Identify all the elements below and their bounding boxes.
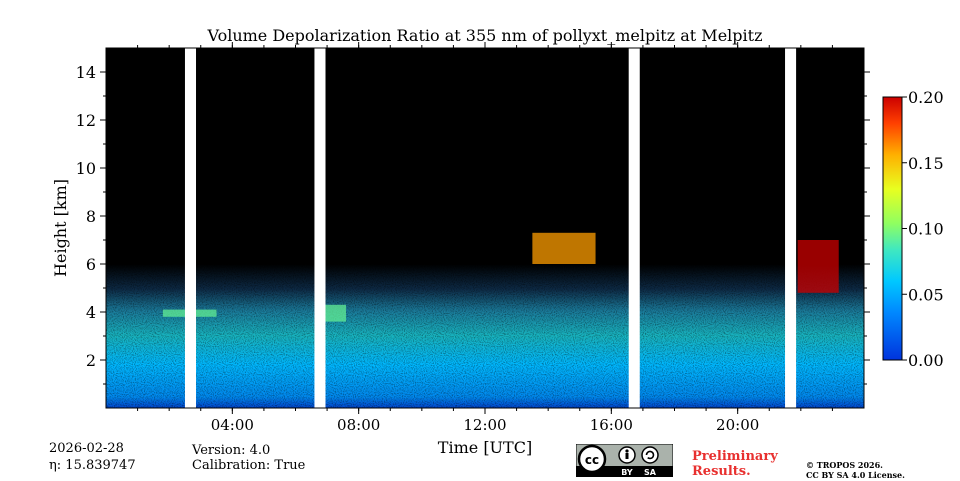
copyright-notice: © TROPOS 2026. CC BY SA 4.0 License. bbox=[806, 460, 905, 480]
by-text: BY bbox=[621, 468, 633, 477]
colorbar-tick-label: 0.15 bbox=[908, 154, 944, 173]
cc-icon bbox=[577, 444, 607, 474]
y-tick-label: 4 bbox=[86, 303, 96, 322]
eta-label: η: 15.839747 bbox=[49, 458, 136, 473]
cc-text: cc bbox=[585, 453, 599, 467]
preliminary-line-1: Preliminary bbox=[692, 449, 778, 464]
preliminary-line-2: Results. bbox=[692, 464, 751, 479]
colorbar-tick-label: 0.10 bbox=[908, 220, 944, 239]
cloud-feature-3 bbox=[797, 240, 839, 293]
data-gap-2 bbox=[628, 48, 640, 408]
copyright-line-2: CC BY SA 4.0 License. bbox=[806, 470, 905, 480]
data-gap-1 bbox=[314, 48, 326, 408]
axes: 04:00 08:00 12:00 16:00 20:00 2 4 6 8 10 12 14 bbox=[76, 42, 870, 434]
colorbar-gradient bbox=[882, 96, 903, 361]
x-tick-label: 08:00 bbox=[337, 416, 380, 434]
colorbar-tick-label: 0.20 bbox=[908, 88, 944, 107]
colorbar-tick-label: 0.00 bbox=[908, 351, 944, 370]
sa-text: SA bbox=[644, 468, 657, 477]
x-axis-label: Time [UTC] bbox=[438, 438, 532, 457]
x-tick-label: 20:00 bbox=[716, 416, 759, 434]
share-alike-icon bbox=[641, 446, 659, 464]
x-tick-label: 04:00 bbox=[211, 416, 254, 434]
cc-license-badge: cc BY SA bbox=[575, 443, 674, 478]
cloud-feature-0 bbox=[325, 304, 347, 322]
chart-title: Volume Depolarization Ratio at 355 nm of… bbox=[206, 26, 762, 45]
colorbar-tick-label: 0.05 bbox=[908, 285, 944, 304]
calibration-label: Calibration: True bbox=[192, 458, 306, 473]
data-gap-3 bbox=[785, 48, 797, 408]
date-label: 2026-02-28 bbox=[49, 441, 124, 456]
y-tick-label: 10 bbox=[76, 159, 96, 178]
heatmap-plot bbox=[105, 47, 865, 409]
colorbar: 0.00 0.05 0.10 0.15 0.20 bbox=[882, 88, 944, 370]
noise-texture bbox=[106, 48, 864, 408]
y-axis-label: Height [km] bbox=[51, 179, 70, 277]
preliminary-results-label: Preliminary Results. bbox=[692, 449, 778, 479]
data-gap-0 bbox=[184, 48, 197, 408]
y-tick-label: 12 bbox=[76, 111, 96, 130]
x-tick-label: 16:00 bbox=[590, 416, 633, 434]
y-tick-label: 8 bbox=[86, 207, 96, 226]
copyright-line-1: © TROPOS 2026. bbox=[806, 460, 883, 470]
cloud-feature-2 bbox=[532, 232, 596, 264]
x-tick-label: 12:00 bbox=[463, 416, 506, 434]
version-label: Version: 4.0 bbox=[192, 443, 271, 458]
y-tick-label: 14 bbox=[76, 63, 96, 82]
y-tick-label: 2 bbox=[86, 351, 96, 370]
y-tick-label: 6 bbox=[86, 255, 96, 274]
